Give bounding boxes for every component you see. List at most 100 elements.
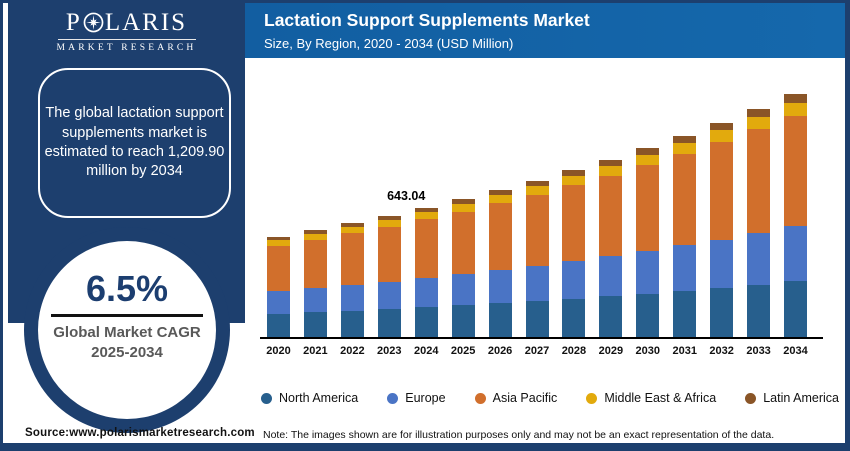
bar-segment — [377, 281, 401, 310]
compass-star-icon — [83, 12, 104, 33]
legend-dot-icon — [387, 392, 399, 404]
bar-segment — [340, 227, 364, 234]
highlight-text: The global lactation support supplements… — [44, 105, 225, 180]
bar-segment — [267, 313, 290, 337]
note-text: Note: The images shown are for illustrat… — [263, 429, 775, 441]
bar-segment — [599, 165, 623, 176]
bar-segment — [451, 305, 475, 337]
bar-chart-plot: 2020 2021 2022 2023 2024 643.04 2025 2026 2027 20… — [258, 68, 843, 368]
legend-item: Latin America — [745, 391, 839, 405]
bar-segment — [784, 226, 808, 282]
bar-segment — [340, 223, 364, 228]
legend-dot-icon — [261, 392, 272, 404]
x-axis-line — [260, 337, 823, 339]
bar-segment — [673, 142, 697, 154]
year-label: 2020 — [266, 345, 291, 357]
legend-dot-icon — [586, 392, 598, 404]
brand-tagline: MARKET RESEARCH — [56, 43, 197, 53]
brand-name-prefix: P — [65, 9, 82, 36]
bar-segment — [267, 291, 290, 314]
bar-segment — [488, 190, 512, 196]
bar-segment — [636, 165, 660, 252]
bar-segment — [451, 203, 475, 212]
bar-segment — [451, 274, 475, 306]
year-label: 2034 — [783, 345, 808, 357]
cagr-label-text: Global Market CAGR — [53, 323, 201, 341]
legend-item: Europe — [387, 391, 446, 405]
chart-legend: North America Europe Asia Pacific Middle Ea… — [261, 388, 839, 408]
bar-segment — [636, 148, 660, 155]
bar-segment — [303, 312, 327, 337]
bar-segment — [525, 301, 549, 337]
bar-segment — [562, 298, 586, 337]
bar-segment — [784, 281, 808, 337]
bar-segment — [784, 102, 808, 116]
bar-segment — [599, 256, 623, 297]
year-label: 2026 — [487, 345, 513, 357]
bar-segment — [562, 185, 586, 262]
bar-segment — [636, 251, 660, 294]
bar-segment — [340, 310, 364, 337]
bar-segment — [710, 130, 734, 143]
brand-name-suffix: LARIS — [104, 9, 188, 36]
cagr-divider — [51, 313, 203, 317]
bar-segment — [377, 309, 401, 337]
bar-segment — [340, 285, 364, 311]
bar-segment — [451, 211, 475, 275]
bar-segment — [488, 270, 512, 304]
bar-segment — [784, 94, 808, 103]
year-label: 2032 — [709, 345, 734, 357]
bar-segment — [488, 195, 512, 204]
bar-segment — [488, 303, 512, 337]
bar-segment — [599, 159, 623, 166]
bar-segment — [377, 226, 401, 282]
cagr-value: 6.5% — [85, 267, 169, 309]
bar-segment — [525, 265, 549, 302]
bar-segment — [747, 129, 771, 234]
bar-segment — [414, 278, 438, 308]
brand-name: P LARIS — [66, 10, 187, 35]
page-title: Lactation Support Supplements Market — [264, 10, 590, 30]
cagr-period: 2025-2034 — [91, 344, 163, 361]
legend-dot-icon — [745, 392, 757, 404]
bar-segment — [562, 261, 586, 299]
bar-segment — [488, 203, 512, 271]
bar-segment — [710, 142, 734, 240]
bar-segment — [747, 116, 771, 130]
brand-logo: P LARIS MARKET RESEARCH — [8, 10, 245, 53]
bar-segment — [303, 233, 327, 240]
bar-segment — [303, 239, 327, 289]
legend-dot-icon — [474, 392, 486, 404]
year-label: 2028 — [561, 345, 587, 357]
year-label: 2025 — [450, 345, 476, 357]
bar-segment — [710, 239, 734, 288]
bar-segment — [414, 207, 438, 213]
bar-segment — [525, 186, 549, 195]
bar-segment — [673, 245, 697, 291]
year-label: 2021 — [303, 345, 328, 357]
highlight-card: The global lactation support supplements… — [38, 68, 231, 218]
bar-segment — [562, 176, 586, 186]
canvas: P LARIS MARKET RESEARCH The global lacta… — [3, 3, 845, 443]
source-text: Source:www.polarismarketresearch.com — [25, 427, 255, 439]
bar-segment — [414, 212, 438, 220]
year-label: 2031 — [672, 345, 697, 357]
logo-divider — [57, 39, 196, 40]
legend-item: North America — [261, 391, 358, 405]
year-label: 2033 — [746, 345, 771, 357]
year-label: 2024 — [413, 345, 439, 357]
legend-label: North America — [279, 391, 359, 405]
year-label: 2030 — [635, 345, 661, 357]
bar-segment — [267, 236, 290, 241]
bar-segment — [525, 180, 549, 187]
bar-segment — [340, 233, 364, 286]
bar-segment — [267, 240, 290, 246]
cagr-label: Global Market CAGR 2025-2034 — [53, 323, 201, 364]
bar-segment — [673, 135, 697, 143]
bar-segment — [599, 175, 623, 257]
bar-segment — [599, 296, 623, 337]
bar-segment — [636, 293, 660, 337]
bar-segment — [377, 215, 401, 220]
year-label: 2029 — [598, 345, 624, 357]
